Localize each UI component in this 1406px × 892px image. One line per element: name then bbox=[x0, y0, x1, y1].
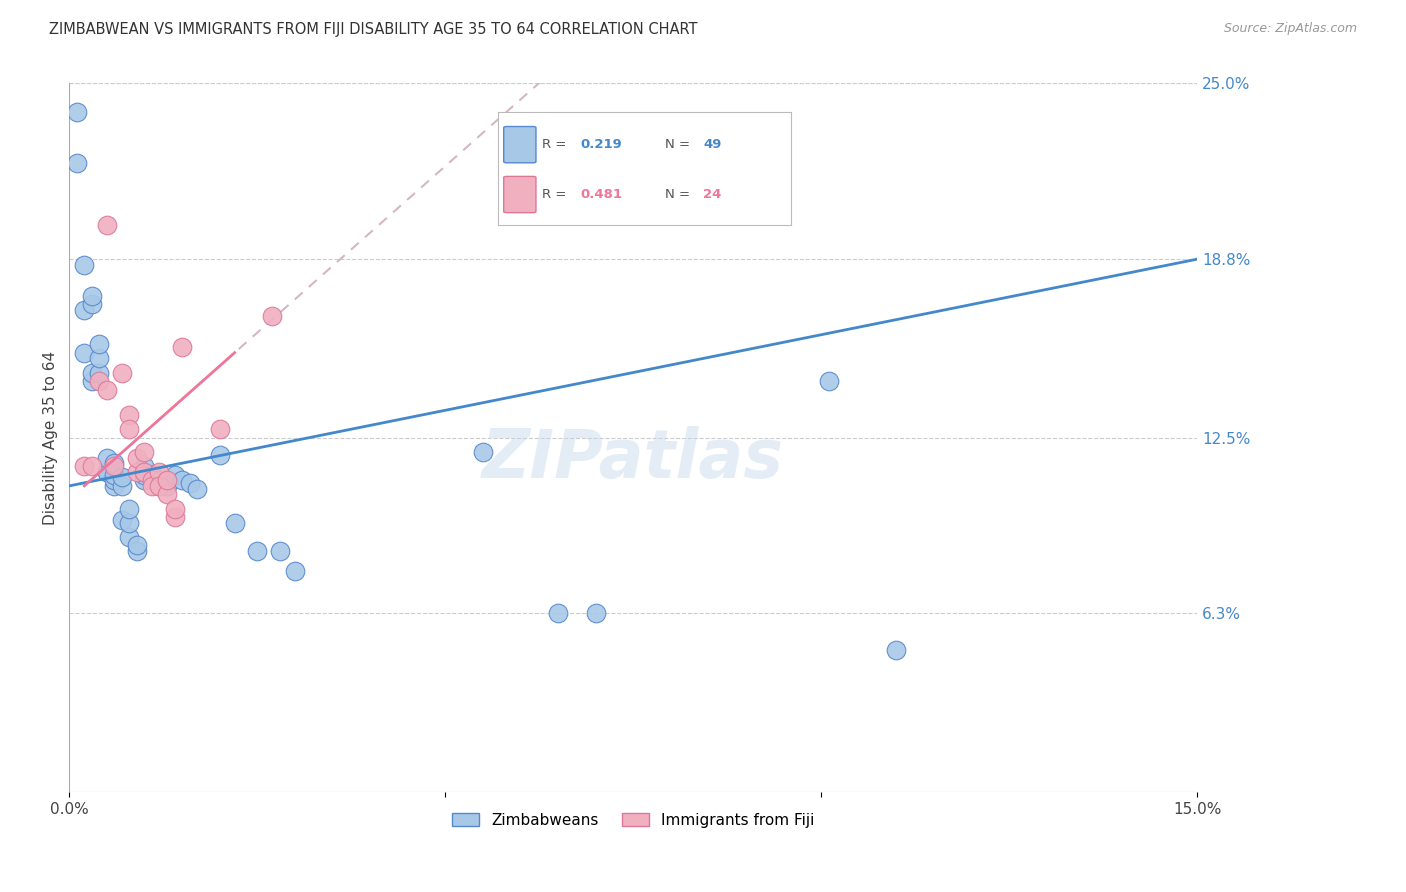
Point bbox=[66, 104, 89, 119]
Point bbox=[170, 473, 193, 487]
Point bbox=[163, 510, 186, 524]
Point bbox=[148, 479, 170, 493]
Point bbox=[111, 366, 134, 380]
Point bbox=[141, 479, 163, 493]
Point bbox=[163, 467, 186, 482]
Point bbox=[134, 465, 156, 479]
Point bbox=[103, 479, 125, 493]
Point bbox=[224, 516, 246, 530]
Point bbox=[148, 465, 170, 479]
Point bbox=[111, 513, 134, 527]
Point bbox=[269, 544, 291, 558]
Point bbox=[96, 465, 118, 479]
Point bbox=[103, 456, 125, 470]
Text: Source: ZipAtlas.com: Source: ZipAtlas.com bbox=[1223, 22, 1357, 36]
Point bbox=[886, 643, 908, 657]
Point bbox=[118, 530, 141, 544]
Point bbox=[262, 309, 284, 323]
Point bbox=[80, 289, 103, 303]
Point bbox=[156, 479, 179, 493]
Point bbox=[141, 473, 163, 487]
Point bbox=[125, 544, 148, 558]
Point bbox=[134, 445, 156, 459]
Point bbox=[73, 303, 96, 318]
Point bbox=[284, 564, 307, 578]
Point bbox=[118, 422, 141, 436]
Point bbox=[170, 340, 193, 354]
Point bbox=[125, 465, 148, 479]
Point bbox=[89, 366, 111, 380]
Point bbox=[156, 487, 179, 501]
Point bbox=[134, 467, 156, 482]
Point bbox=[96, 465, 118, 479]
Point bbox=[547, 607, 569, 621]
Point bbox=[246, 544, 269, 558]
Point bbox=[163, 501, 186, 516]
Point bbox=[471, 445, 494, 459]
Point bbox=[103, 458, 125, 473]
Point bbox=[179, 476, 201, 491]
Point bbox=[80, 297, 103, 311]
Point bbox=[89, 374, 111, 388]
Point bbox=[73, 345, 96, 359]
Point bbox=[817, 374, 839, 388]
Text: ZIPatlas: ZIPatlas bbox=[482, 426, 785, 492]
Point bbox=[66, 156, 89, 170]
Point bbox=[585, 607, 607, 621]
Point bbox=[208, 422, 231, 436]
Point bbox=[111, 479, 134, 493]
Point bbox=[89, 351, 111, 366]
Point bbox=[148, 473, 170, 487]
Point bbox=[96, 450, 118, 465]
Y-axis label: Disability Age 35 to 64: Disability Age 35 to 64 bbox=[44, 351, 58, 524]
Point bbox=[118, 501, 141, 516]
Point bbox=[96, 383, 118, 397]
Point bbox=[89, 337, 111, 351]
Point bbox=[141, 467, 163, 482]
Point bbox=[73, 258, 96, 272]
Point bbox=[208, 448, 231, 462]
Point bbox=[134, 473, 156, 487]
Point bbox=[156, 473, 179, 487]
Point bbox=[73, 458, 96, 473]
Point bbox=[118, 408, 141, 422]
Text: ZIMBABWEAN VS IMMIGRANTS FROM FIJI DISABILITY AGE 35 TO 64 CORRELATION CHART: ZIMBABWEAN VS IMMIGRANTS FROM FIJI DISAB… bbox=[49, 22, 697, 37]
Point bbox=[103, 473, 125, 487]
Point bbox=[134, 458, 156, 473]
Point bbox=[103, 467, 125, 482]
Point bbox=[80, 374, 103, 388]
Legend: Zimbabweans, Immigrants from Fiji: Zimbabweans, Immigrants from Fiji bbox=[446, 806, 821, 834]
Point bbox=[80, 366, 103, 380]
Point bbox=[141, 467, 163, 482]
Point bbox=[118, 516, 141, 530]
Point bbox=[80, 458, 103, 473]
Point bbox=[125, 538, 148, 552]
Point bbox=[125, 450, 148, 465]
Point bbox=[111, 470, 134, 484]
Point bbox=[148, 479, 170, 493]
Point bbox=[96, 218, 118, 232]
Point bbox=[186, 482, 208, 496]
